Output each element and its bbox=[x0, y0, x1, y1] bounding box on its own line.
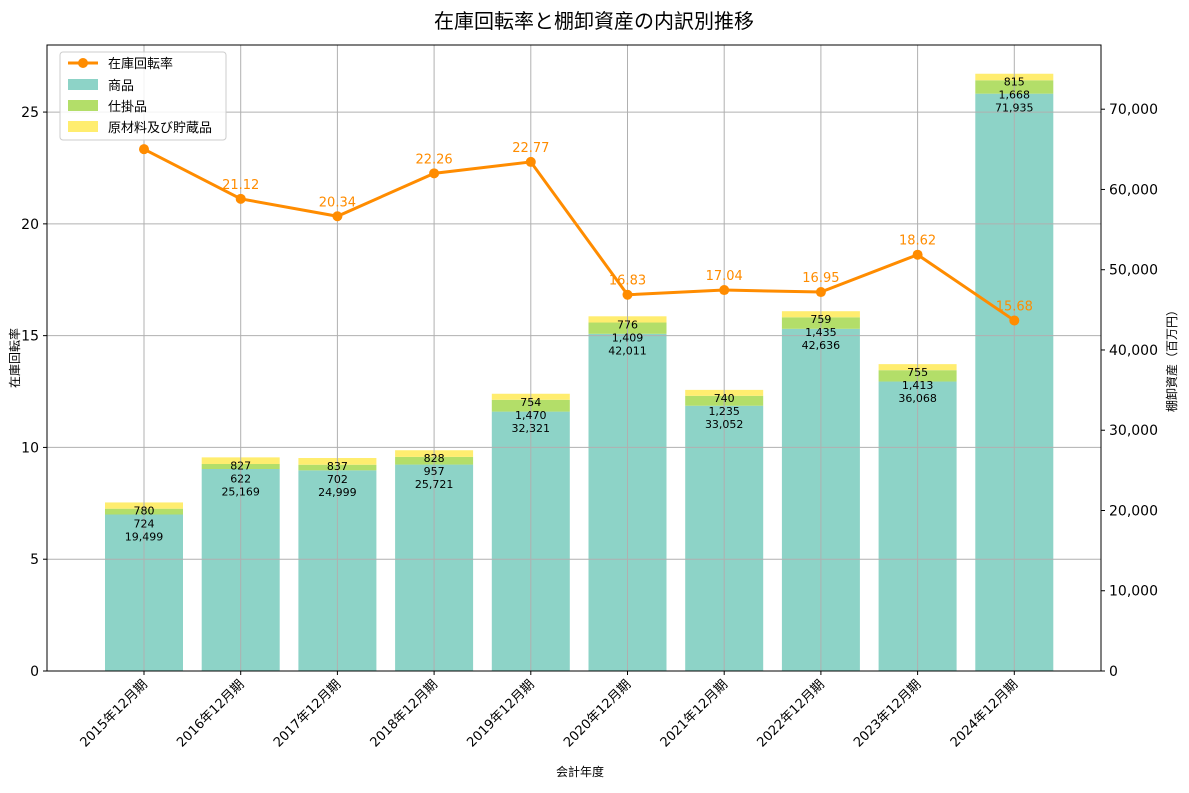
ytick-left-label: 25 bbox=[21, 105, 39, 121]
turnover-point bbox=[912, 249, 923, 260]
turnover-point bbox=[235, 193, 246, 204]
ytick-right-label: 40,000 bbox=[1109, 343, 1158, 359]
bar-label: 42,011 bbox=[608, 344, 647, 357]
xtick-label: 2020年12月期 bbox=[561, 677, 634, 750]
legend-label: 原材料及び貯蔵品 bbox=[108, 121, 212, 136]
bar-label: 957 bbox=[424, 465, 445, 478]
legend-swatch bbox=[68, 79, 98, 90]
bar-label: 1,409 bbox=[612, 331, 644, 344]
turnover-point bbox=[719, 285, 730, 296]
legend-label: 商品 bbox=[108, 79, 134, 94]
xtick-label: 2018年12月期 bbox=[368, 677, 441, 750]
ytick-right-label: 50,000 bbox=[1109, 263, 1158, 279]
xtick-label: 2021年12月期 bbox=[658, 677, 731, 750]
chart-title: 在庫回転率と棚卸資産の内訳別推移 bbox=[434, 9, 754, 33]
turnover-label: 22.26 bbox=[415, 152, 452, 167]
ytick-right-label: 20,000 bbox=[1109, 503, 1158, 519]
xtick-label: 2016年12月期 bbox=[174, 677, 247, 750]
turnover-label: 21.12 bbox=[222, 178, 259, 193]
ytick-right-label: 30,000 bbox=[1109, 423, 1158, 439]
legend-marker-icon bbox=[78, 58, 88, 68]
bar-label: 19,499 bbox=[125, 530, 164, 543]
turnover-label: 17.04 bbox=[706, 269, 743, 284]
bar-label: 754 bbox=[520, 396, 541, 409]
bar-label: 71,935 bbox=[995, 102, 1034, 115]
bar-label: 776 bbox=[617, 318, 638, 331]
legend-label: 在庫回転率 bbox=[108, 56, 173, 72]
ytick-left-label: 10 bbox=[21, 440, 39, 456]
turnover-point bbox=[815, 287, 826, 298]
plot-frame bbox=[46, 44, 1102, 672]
turnover-point bbox=[1009, 315, 1020, 326]
legend-swatch bbox=[68, 121, 98, 132]
bar-label: 780 bbox=[134, 504, 155, 517]
turnover-label: 22.77 bbox=[512, 141, 549, 156]
xtick-label: 2017年12月期 bbox=[271, 677, 344, 750]
bar-label: 1,435 bbox=[805, 326, 837, 339]
bar-label: 33,052 bbox=[705, 418, 744, 431]
xtick-label: 2022年12月期 bbox=[754, 677, 827, 750]
turnover-point bbox=[525, 156, 536, 167]
bar-label: 24,999 bbox=[318, 486, 357, 499]
bar-label: 740 bbox=[714, 392, 735, 405]
xtick-label: 2024年12月期 bbox=[948, 677, 1021, 750]
bar-label: 622 bbox=[230, 472, 251, 485]
bar-label: 25,721 bbox=[415, 478, 454, 491]
ytick-left-label: 5 bbox=[30, 552, 39, 568]
bar-label: 702 bbox=[327, 473, 348, 486]
ytick-right-label: 60,000 bbox=[1109, 182, 1158, 198]
turnover-point bbox=[429, 168, 440, 179]
ytick-left-label: 15 bbox=[21, 329, 39, 345]
xtick-label: 2015年12月期 bbox=[78, 677, 151, 750]
bar-label: 837 bbox=[327, 460, 348, 473]
bar-label: 1,235 bbox=[708, 405, 740, 418]
bar-label: 42,636 bbox=[802, 339, 841, 352]
bar-label: 755 bbox=[907, 366, 928, 379]
bar-label: 815 bbox=[1004, 76, 1025, 89]
bar-label: 724 bbox=[134, 517, 155, 530]
legend-label: 仕掛品 bbox=[108, 100, 147, 115]
y-axis-left-label: 在庫回転率 bbox=[7, 328, 22, 388]
xtick-label: 2023年12月期 bbox=[851, 677, 924, 750]
turnover-point bbox=[332, 211, 343, 222]
turnover-label: 20.34 bbox=[319, 195, 356, 210]
turnover-label: 18.62 bbox=[899, 234, 936, 249]
ytick-right-label: 70,000 bbox=[1109, 102, 1158, 118]
turnover-line bbox=[143, 147, 1016, 322]
bar-label: 1,413 bbox=[902, 379, 934, 392]
ytick-right-label: 0 bbox=[1109, 664, 1118, 680]
ytick-right-label: 10,000 bbox=[1109, 584, 1158, 600]
bar-label: 1,470 bbox=[515, 409, 547, 422]
bar-label: 25,169 bbox=[221, 485, 260, 498]
bar-label: 1,668 bbox=[999, 89, 1031, 102]
turnover-label: 16.95 bbox=[802, 271, 839, 286]
ytick-left-label: 0 bbox=[30, 664, 39, 680]
turnover-point bbox=[622, 289, 633, 300]
bar-label: 827 bbox=[230, 459, 251, 472]
turnover-label: 15.68 bbox=[996, 299, 1033, 314]
bar-label: 32,321 bbox=[512, 422, 551, 435]
bar-label: 36,068 bbox=[898, 392, 937, 405]
bar-label: 759 bbox=[810, 313, 831, 326]
xtick-label: 2019年12月期 bbox=[464, 677, 537, 750]
turnover-point bbox=[139, 144, 149, 155]
legend-swatch bbox=[68, 100, 98, 111]
legend-box bbox=[59, 51, 227, 141]
y-axis-right-label: 棚卸資産（百万円） bbox=[1164, 304, 1179, 412]
turnover-label: 16.83 bbox=[609, 274, 646, 289]
bar-label: 828 bbox=[424, 452, 445, 465]
x-axis-label: 会計年度 bbox=[556, 764, 604, 779]
ytick-left-label: 20 bbox=[21, 217, 39, 233]
